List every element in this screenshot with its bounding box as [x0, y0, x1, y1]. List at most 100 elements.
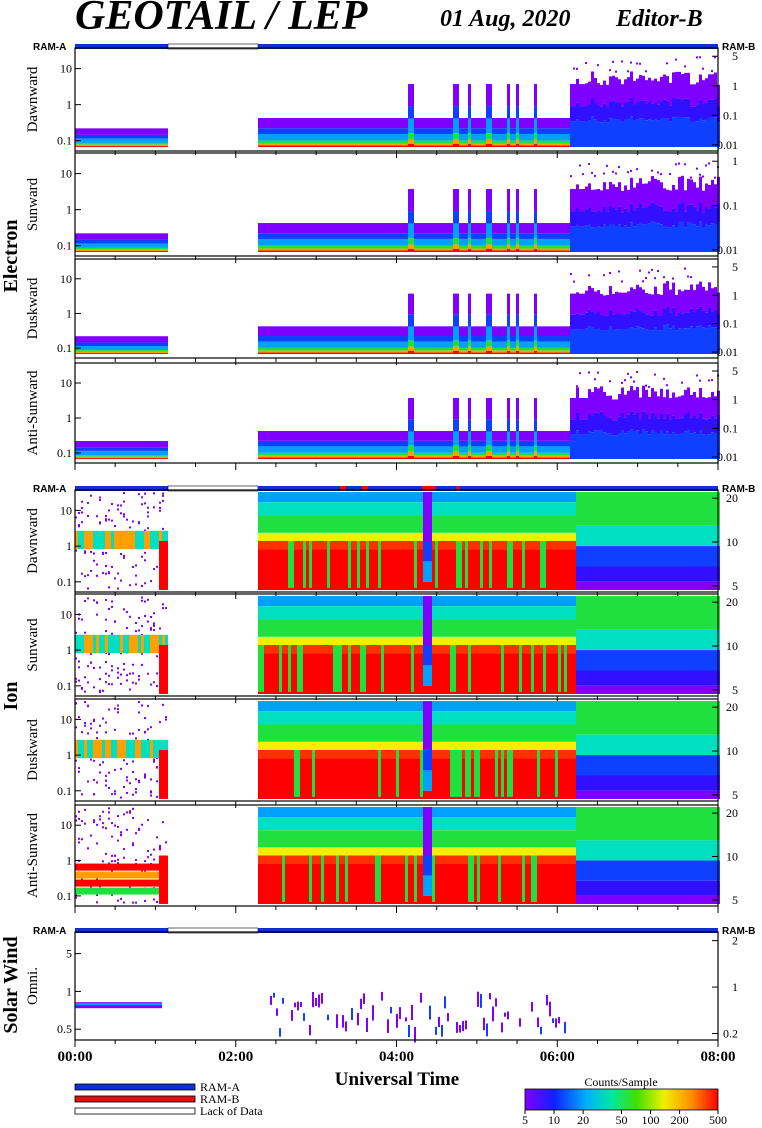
right-tick-label: 2: [732, 934, 738, 948]
right-tick-label: 0.1: [723, 199, 738, 213]
left-tick-label: 0.1: [57, 575, 72, 589]
legend-ram-b-label: RAM-B: [200, 1092, 239, 1106]
right-tick-label: 20: [726, 806, 738, 820]
right-tick-label: 0.01: [717, 345, 738, 359]
left-tick-label: 0.1: [57, 889, 72, 903]
right-tick-label: 5: [732, 893, 738, 907]
right-tick-label: 5: [732, 260, 738, 274]
left-tick-label: 1: [66, 984, 72, 998]
ram-b-label: RAM-B: [722, 484, 755, 495]
spectrogram-0: [75, 56, 720, 147]
ram-b-label: RAM-B: [722, 42, 755, 53]
ram-bar-a-2: [75, 928, 168, 933]
right-tick-label: 20: [726, 595, 738, 609]
left-tick-label: 10: [60, 376, 72, 390]
panel-2: 10 1 0.1 5 1 0.1 0.01 Duskward: [25, 258, 738, 365]
panel-direction-label: Dawnward: [25, 508, 41, 574]
panel-6: 10 1 0.1 20 10 5 Duskward: [25, 698, 738, 808]
ram-bar-a2-1: [258, 486, 718, 491]
panel-7: 10 1 0.1 20 10 5 Anti-Sunward: [25, 804, 738, 913]
colorbar-tick-label: 10: [548, 1113, 560, 1127]
left-tick-label: 10: [60, 272, 72, 286]
right-tick-label: 0.2: [723, 1027, 738, 1041]
spectrogram-3: [75, 371, 720, 459]
spectrogram-7: [75, 807, 720, 904]
left-tick-label: 0.1: [57, 784, 72, 798]
right-tick-label: 5: [732, 683, 738, 697]
left-tick-label: 1: [66, 98, 72, 112]
ram-bar-a2-2: [258, 928, 718, 933]
colorbar-tick-label: 500: [709, 1113, 727, 1127]
ion-group-label: Ion: [0, 682, 22, 711]
colorbar-tick-label: 20: [577, 1113, 589, 1127]
right-tick-label: 0.1: [723, 317, 738, 331]
right-tick-label: 10: [726, 744, 738, 758]
legend-ram-a-label: RAM-A: [200, 1080, 240, 1094]
ram-b-label: RAM-B: [722, 926, 755, 937]
colorbar-tick-label: 50: [616, 1113, 628, 1127]
panel-direction-label: Sunward: [25, 177, 41, 231]
colorbar-tick-label: 100: [642, 1113, 660, 1127]
right-tick-label: 0.01: [717, 138, 738, 152]
right-tick-label: 5: [732, 364, 738, 378]
ram-bar-b-segment: [456, 486, 460, 491]
ram-a-label: RAM-A: [33, 42, 66, 53]
x-axis-label: Universal Time: [335, 1069, 459, 1090]
x-tick-label: 02:00: [218, 1049, 253, 1065]
panel-direction-label: Duskward: [25, 719, 41, 781]
left-tick-label: 0.1: [57, 341, 72, 355]
ram-bar-a-0: [75, 44, 168, 49]
left-tick-label: 0.1: [57, 239, 72, 253]
panel-5: 10 1 0.1 20 10 5 Sunward: [25, 593, 738, 703]
left-tick-label: 0.1: [57, 679, 72, 693]
left-tick-label: 0.1: [57, 134, 72, 148]
panel-direction-label: Sunward: [25, 618, 41, 672]
left-tick-label: 1: [66, 643, 72, 657]
left-tick-label: 0.5: [57, 1022, 72, 1036]
ram-bar-b-segment: [422, 486, 436, 491]
spectrogram-2: [75, 267, 720, 354]
x-tick-label: 04:00: [379, 1049, 414, 1065]
colorbar-tick-label: 5: [522, 1113, 528, 1127]
legend-ram-a-swatch: [74, 1083, 196, 1091]
right-tick-label: 10: [726, 850, 738, 864]
left-tick-label: 1: [66, 539, 72, 553]
right-tick-label: 10: [726, 535, 738, 549]
right-tick-label: 0.01: [717, 243, 738, 257]
left-tick-label: 1: [66, 203, 72, 217]
spectrogram-4: [75, 492, 720, 590]
plot-date: 01 Aug, 2020: [440, 6, 571, 32]
panel-direction-label: Omni.: [25, 967, 41, 1005]
left-tick-label: 10: [60, 712, 72, 726]
ram-a-label: RAM-A: [33, 926, 66, 937]
right-tick-label: 0.1: [723, 108, 738, 122]
x-tick-label: 08:00: [701, 1049, 736, 1065]
right-tick-label: 1: [732, 980, 738, 994]
ram-bar-a-1: [75, 486, 168, 491]
left-tick-label: 1: [66, 854, 72, 868]
plot-editor: Editor-B: [616, 6, 703, 32]
left-tick-label: 10: [60, 503, 72, 517]
right-tick-label: 20: [726, 700, 738, 714]
x-tick-label: 06:00: [540, 1049, 575, 1065]
panel-4: 10 1 0.1 20 10 5 Dawnward: [25, 489, 738, 599]
ram-bar-a2-0: [258, 44, 718, 49]
electron-group-label: Electron: [0, 220, 22, 293]
panel-8: 5 1 0.5 2 1 0.2 Omni.: [25, 931, 738, 1047]
legend-ram-b-swatch: [74, 1095, 196, 1103]
right-tick-label: 1: [732, 154, 738, 168]
spectrogram-1: [75, 162, 720, 252]
right-tick-label: 20: [726, 491, 738, 505]
colorbar-title: Counts/Sample: [584, 1075, 657, 1089]
right-tick-label: 1: [732, 288, 738, 302]
right-tick-label: 5: [732, 579, 738, 593]
spectrogram-6: [75, 701, 720, 799]
panel-direction-label: Dawnward: [25, 66, 41, 132]
spectrogram-8: [75, 991, 566, 1043]
left-tick-label: 10: [60, 167, 72, 181]
left-tick-label: 1: [66, 306, 72, 320]
spectrogram-5: [75, 596, 720, 694]
right-tick-label: 1: [732, 393, 738, 407]
panel-direction-label: Duskward: [25, 277, 41, 339]
